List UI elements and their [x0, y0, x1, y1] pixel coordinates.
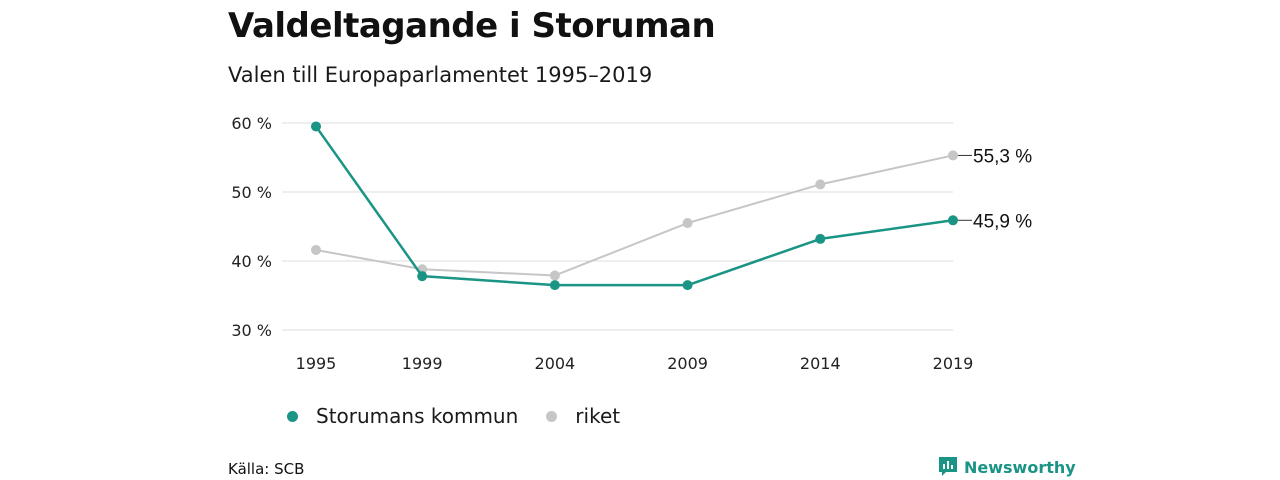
- chart-title: Valdeltagande i Storuman: [228, 6, 716, 46]
- y-tick-label: 60 %: [231, 114, 272, 133]
- newsworthy-logo-icon: [939, 457, 957, 476]
- data-point-storuman: [417, 271, 428, 282]
- data-point-riket: [948, 150, 958, 161]
- legend-swatch-riket: [546, 410, 558, 422]
- data-point-storuman: [948, 215, 958, 226]
- legend-item-storuman: Storumans kommun: [287, 404, 518, 428]
- legend-swatch-storuman: [287, 410, 298, 422]
- brand-name: Newsworthy: [964, 457, 1076, 477]
- x-tick-label: 1995: [296, 354, 337, 373]
- y-tick-label: 30 %: [231, 321, 272, 340]
- legend-label-storuman: Storumans kommun: [316, 404, 519, 428]
- grid-layer: [282, 122, 953, 331]
- y-tick-label: 50 %: [231, 183, 272, 202]
- data-point-storuman: [549, 280, 560, 291]
- x-tick-label: 2009: [667, 354, 708, 373]
- axis-tick-labels: 30 % 40 % 50 % 60 % 1995 1999 2004 2009 2014 2019: [231, 114, 973, 373]
- legend-item-riket: riket: [546, 404, 620, 428]
- series-line-riket: [315, 154, 954, 277]
- chart-subtitle: Valen till Europaparlamentet 1995–2019: [228, 63, 653, 87]
- legend-label-riket: riket: [575, 404, 621, 428]
- end-label-storuman: 45,9 %: [973, 211, 1032, 232]
- x-tick-label: 2014: [800, 354, 841, 373]
- data-point-riket: [682, 218, 693, 229]
- data-point-riket: [549, 270, 560, 281]
- data-point-storuman: [815, 233, 826, 244]
- series-layer: [311, 121, 958, 291]
- data-point-riket: [311, 244, 321, 255]
- data-point-storuman: [682, 280, 693, 291]
- series-line-storuman: [314, 125, 954, 287]
- end-labels: 45,9 % 55,3 %: [958, 146, 1032, 232]
- x-tick-label: 2019: [933, 354, 974, 373]
- data-point-riket: [815, 179, 826, 190]
- x-tick-label: 2004: [535, 354, 576, 373]
- legend: Storumans kommun riket: [287, 404, 648, 428]
- brand-logo: Newsworthy: [938, 456, 1076, 478]
- x-tick-label: 1999: [402, 354, 443, 373]
- source-note: Källa: SCB: [228, 460, 305, 478]
- y-tick-label: 40 %: [231, 252, 272, 271]
- end-label-riket: 55,3 %: [973, 146, 1032, 167]
- data-point-storuman: [311, 121, 321, 132]
